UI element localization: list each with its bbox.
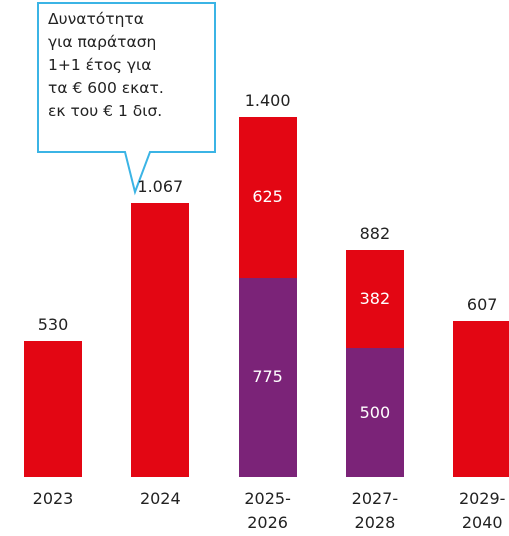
- x-tick-label: 2027- 2028: [351, 489, 399, 532]
- bar-segment: [131, 202, 190, 477]
- x-tick-label: 2024: [139, 489, 181, 508]
- bar-segment: [24, 340, 82, 477]
- total-label: 882: [359, 224, 391, 244]
- total-label: 1.067: [137, 176, 184, 196]
- total-label: 607: [466, 294, 498, 314]
- annotation: Δυνατότητα για παράταση 1+1 έτος για τα …: [48, 10, 164, 120]
- total-label: 530: [37, 314, 69, 334]
- segment-label: 382: [359, 289, 391, 309]
- bar-segment: [345, 250, 404, 349]
- bar-segment: [238, 117, 297, 278]
- total-label: 1.400: [244, 91, 291, 110]
- x-tick-label: 2025- 2026: [244, 489, 291, 532]
- x-tick-label: 2023: [32, 489, 74, 508]
- bar-segment: [238, 277, 297, 477]
- segment-label: 625: [252, 187, 283, 207]
- segment-label: 500: [359, 402, 391, 422]
- segment-label: 775: [252, 367, 283, 387]
- x-tick-label: 2029- 2040: [458, 489, 506, 532]
- callout-shape: [37, 2, 216, 196]
- bar-segment: [453, 320, 509, 477]
- bar-segment: [345, 348, 404, 477]
